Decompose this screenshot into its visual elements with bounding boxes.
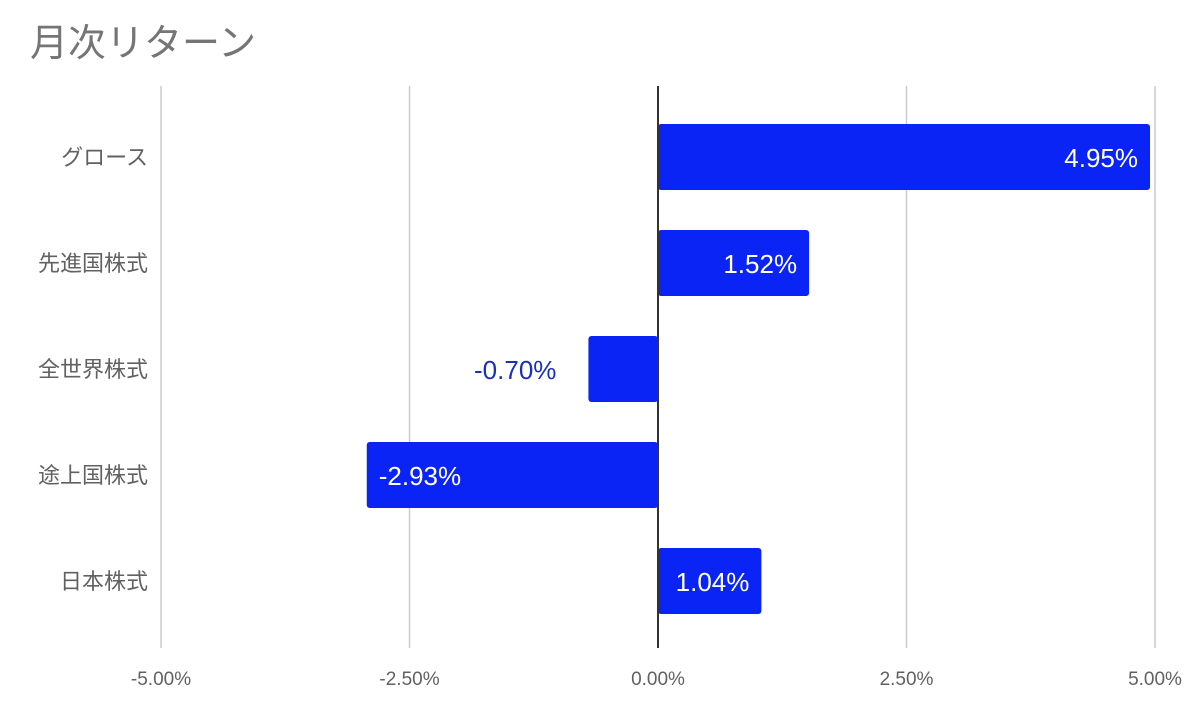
x-tick-label: -5.00% (131, 669, 191, 690)
bars (366, 124, 1151, 614)
category-label: グロース (61, 146, 148, 171)
bar (658, 548, 762, 614)
x-tick-label: -2.50% (379, 669, 439, 690)
x-tick-label: 5.00% (1128, 669, 1182, 690)
data-label: 1.04% (676, 567, 750, 597)
data-label: 4.95% (1064, 143, 1138, 173)
category-label: 全世界株式 (38, 358, 148, 383)
bar (366, 442, 658, 508)
x-tick-label: 2.50% (880, 669, 934, 690)
category-label: 途上国株式 (38, 464, 148, 489)
data-labels: 4.95% 1.52% -0.70% -2.93% 1.04% (379, 143, 1138, 597)
category-label: 先進国株式 (38, 252, 148, 277)
bar (588, 336, 658, 402)
data-label: -2.93% (379, 461, 461, 491)
data-label: 1.52% (723, 249, 797, 279)
chart-title: 月次リターン (30, 21, 257, 65)
data-label: -0.70% (474, 355, 556, 385)
category-label: 日本株式 (60, 570, 148, 595)
x-tick-label: 0.00% (631, 669, 685, 690)
bar (658, 230, 810, 296)
bar (658, 124, 1151, 190)
x-axis-tick-labels: -5.00% -2.50% 0.00% 2.50% 5.00% (131, 669, 1182, 690)
